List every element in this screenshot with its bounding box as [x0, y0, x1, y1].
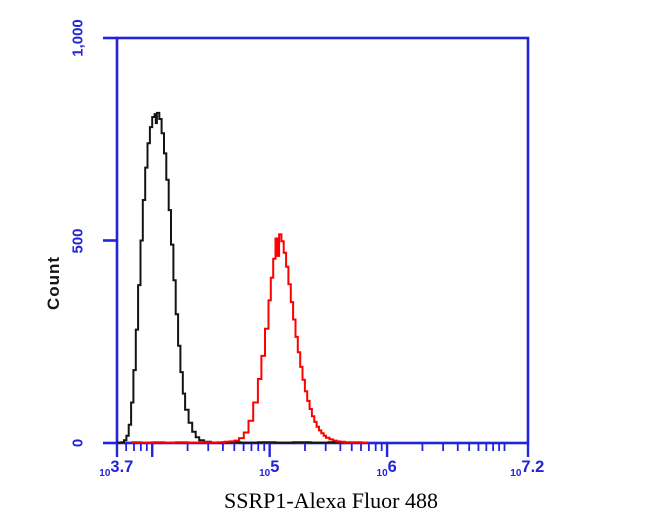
y-tick-label-0: 0: [69, 438, 87, 448]
x-tick-exponent: 7.2: [521, 458, 545, 476]
y-tick-label-1000: 1,000: [69, 19, 87, 57]
x-tick-label-3.7: 10 3.7: [99, 456, 133, 479]
x-tick-exponent: 5: [270, 458, 280, 476]
x-tick-base: 10: [99, 468, 111, 479]
x-tick-base: 10: [259, 468, 271, 479]
y-axis-title: Count: [44, 255, 63, 311]
x-tick-exponent: 6: [387, 458, 397, 476]
x-tick-label-6: 10 6: [377, 456, 397, 479]
y-tick-label-500: 500: [69, 227, 87, 254]
curve-unstained-control: [117, 111, 344, 444]
curve-ssrp1-alexa-fluor-488: [131, 233, 369, 444]
x-tick-exponent: 3.7: [110, 458, 134, 476]
x-tick-label-7.2: 10 7.2: [510, 456, 544, 479]
plot-frame: [115, 36, 530, 445]
x-tick-base: 10: [376, 468, 388, 479]
x-tick-base: 10: [510, 468, 522, 479]
x-tick-label-5: 10 5: [259, 456, 279, 479]
x-axis-title: SSRP1-Alexa Fluor 488: [224, 488, 438, 513]
